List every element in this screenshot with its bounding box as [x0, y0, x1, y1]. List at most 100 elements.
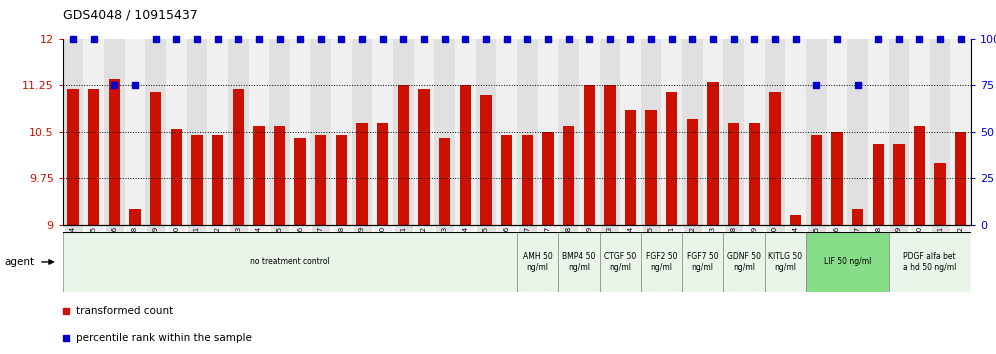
- Text: transformed count: transformed count: [76, 306, 173, 316]
- Bar: [682, 232, 723, 292]
- Bar: [661, 39, 682, 225]
- Bar: [393, 39, 413, 225]
- Bar: [640, 232, 682, 292]
- Bar: [605, 85, 616, 354]
- Bar: [129, 209, 140, 354]
- Bar: [290, 39, 311, 225]
- Bar: [413, 39, 434, 225]
- Bar: [124, 39, 145, 225]
- Bar: [806, 39, 827, 225]
- Bar: [501, 135, 512, 354]
- Bar: [538, 39, 558, 225]
- Bar: [397, 85, 409, 354]
- Bar: [765, 232, 806, 292]
- Bar: [434, 39, 455, 225]
- Bar: [63, 39, 84, 225]
- Bar: [166, 39, 186, 225]
- Bar: [228, 39, 249, 225]
- Bar: [352, 39, 373, 225]
- Bar: [170, 129, 182, 354]
- Text: AMH 50
ng/ml: AMH 50 ng/ml: [523, 252, 553, 272]
- Bar: [88, 88, 100, 354]
- Bar: [439, 138, 450, 354]
- Bar: [723, 39, 744, 225]
- Bar: [542, 132, 554, 354]
- Text: GDS4048 / 10915437: GDS4048 / 10915437: [63, 9, 197, 22]
- Bar: [109, 79, 121, 354]
- Bar: [579, 39, 600, 225]
- Bar: [913, 126, 925, 354]
- Text: GDNF 50
ng/ml: GDNF 50 ng/ml: [727, 252, 761, 272]
- Bar: [852, 209, 864, 354]
- Text: FGF2 50
ng/ml: FGF2 50 ng/ml: [645, 252, 677, 272]
- Bar: [686, 120, 698, 354]
- Bar: [295, 138, 306, 354]
- Bar: [872, 144, 883, 354]
- Bar: [232, 88, 244, 354]
- Bar: [311, 39, 331, 225]
- Text: no treatment control: no treatment control: [250, 257, 330, 267]
- Bar: [480, 95, 492, 354]
- Bar: [765, 39, 785, 225]
- Bar: [640, 39, 661, 225]
- Bar: [84, 39, 104, 225]
- Bar: [517, 39, 538, 225]
- Bar: [150, 92, 161, 354]
- Bar: [888, 232, 971, 292]
- Bar: [645, 110, 656, 354]
- Bar: [930, 39, 950, 225]
- Bar: [584, 85, 595, 354]
- Bar: [563, 126, 575, 354]
- Bar: [558, 39, 579, 225]
- Text: BMP4 50
ng/ml: BMP4 50 ng/ml: [562, 252, 596, 272]
- Bar: [249, 39, 269, 225]
- Bar: [191, 135, 202, 354]
- Bar: [186, 39, 207, 225]
- Bar: [522, 135, 533, 354]
- Bar: [418, 88, 429, 354]
- Bar: [600, 39, 621, 225]
- Bar: [517, 232, 558, 292]
- Bar: [621, 39, 640, 225]
- Bar: [373, 39, 393, 225]
- Bar: [934, 163, 946, 354]
- Bar: [476, 39, 496, 225]
- Bar: [63, 232, 517, 292]
- Bar: [145, 39, 166, 225]
- Bar: [707, 82, 719, 354]
- Bar: [749, 122, 760, 354]
- Text: percentile rank within the sample: percentile rank within the sample: [76, 333, 252, 343]
- Bar: [888, 39, 909, 225]
- Bar: [624, 110, 636, 354]
- Bar: [558, 232, 600, 292]
- Bar: [336, 135, 348, 354]
- Bar: [253, 126, 265, 354]
- Bar: [269, 39, 290, 225]
- Bar: [811, 135, 822, 354]
- Bar: [212, 135, 223, 354]
- Bar: [868, 39, 888, 225]
- Bar: [459, 85, 471, 354]
- Bar: [600, 232, 640, 292]
- Bar: [104, 39, 124, 225]
- Bar: [723, 232, 765, 292]
- Text: FGF7 50
ng/ml: FGF7 50 ng/ml: [687, 252, 718, 272]
- Bar: [909, 39, 930, 225]
- Bar: [893, 144, 904, 354]
- Bar: [950, 39, 971, 225]
- Bar: [769, 92, 781, 354]
- Bar: [832, 132, 843, 354]
- Bar: [955, 132, 966, 354]
- Bar: [848, 39, 868, 225]
- Text: PDGF alfa bet
a hd 50 ng/ml: PDGF alfa bet a hd 50 ng/ml: [903, 252, 956, 272]
- Bar: [274, 126, 285, 354]
- Bar: [790, 216, 802, 354]
- Bar: [377, 122, 388, 354]
- Bar: [357, 122, 368, 354]
- Bar: [744, 39, 765, 225]
- Bar: [666, 92, 677, 354]
- Bar: [682, 39, 703, 225]
- Bar: [703, 39, 723, 225]
- Bar: [785, 39, 806, 225]
- Text: agent: agent: [4, 257, 34, 267]
